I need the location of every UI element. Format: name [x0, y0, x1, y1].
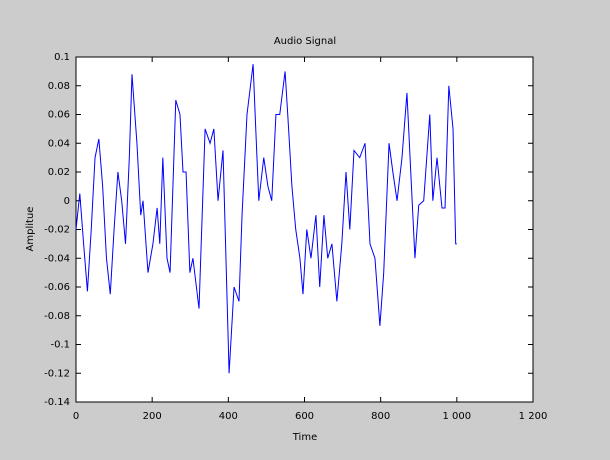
- x-tick-label: 1 000: [443, 411, 472, 422]
- x-tick-label: 200: [143, 411, 162, 422]
- y-tick-label: 0.1: [54, 52, 70, 63]
- y-tick-label: 0.06: [48, 110, 70, 121]
- x-tick-label: 800: [371, 411, 390, 422]
- chart-title: Audio Signal: [274, 36, 336, 47]
- y-tick-label: -0.06: [44, 282, 70, 293]
- y-tick-label: -0.08: [44, 311, 70, 322]
- y-tick-label: -0.02: [44, 225, 70, 236]
- x-tick-label: 400: [219, 411, 238, 422]
- x-tick-label: 600: [295, 411, 314, 422]
- y-tick-label: -0.1: [50, 340, 70, 351]
- y-axis-label: Amplitue: [25, 207, 36, 252]
- y-tick-label: -0.14: [44, 397, 70, 408]
- plot-area: [75, 56, 534, 403]
- y-tick-label: -0.12: [44, 368, 70, 379]
- y-tick-label: 0.08: [48, 81, 70, 92]
- y-tick-label: -0.04: [44, 253, 70, 264]
- x-axis-label: Time: [292, 432, 317, 443]
- x-tick-label: 1 200: [519, 411, 548, 422]
- y-tick-label: 0: [64, 196, 70, 207]
- signal-line: [75, 64, 457, 374]
- y-tick-label: 0.04: [48, 138, 70, 149]
- x-tick-label: 0: [73, 411, 79, 422]
- y-tick-label: 0.02: [48, 167, 70, 178]
